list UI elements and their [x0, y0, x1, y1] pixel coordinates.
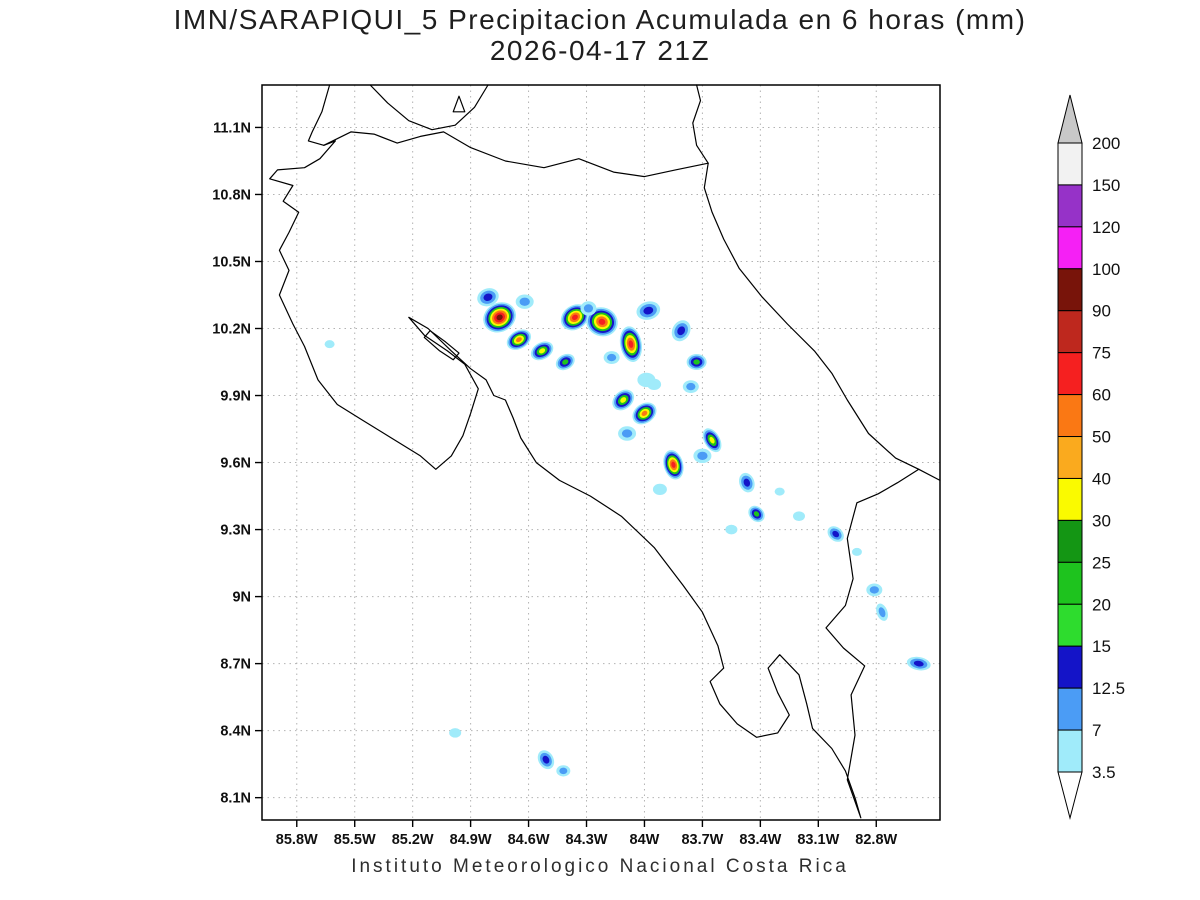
svg-text:30: 30 [1092, 511, 1111, 530]
svg-text:10.5N: 10.5N [212, 254, 251, 270]
figure-title-line2: 2026-04-17 21Z [489, 35, 711, 67]
credit-text: Instituto Meteorologico Nacional Costa R… [351, 856, 849, 877]
svg-text:83.4W: 83.4W [739, 832, 781, 848]
svg-text:90: 90 [1092, 302, 1111, 321]
svg-text:85.5W: 85.5W [334, 832, 376, 848]
precipitation-cells [324, 288, 931, 777]
plot-frame [261, 84, 941, 821]
svg-text:60: 60 [1092, 386, 1111, 405]
svg-text:85.2W: 85.2W [392, 832, 434, 848]
svg-text:9.9N: 9.9N [220, 389, 251, 405]
svg-text:40: 40 [1092, 469, 1111, 488]
svg-text:120: 120 [1092, 218, 1120, 237]
svg-text:84.6W: 84.6W [508, 832, 550, 848]
svg-text:9.6N: 9.6N [220, 456, 251, 472]
svg-text:8.7N: 8.7N [220, 657, 251, 673]
costa-rica-coastline [269, 84, 941, 819]
svg-text:3.5: 3.5 [1092, 763, 1116, 782]
svg-text:82.8W: 82.8W [855, 832, 897, 848]
svg-text:10.2N: 10.2N [212, 322, 251, 338]
svg-text:11.1N: 11.1N [213, 120, 251, 136]
svg-text:50: 50 [1092, 428, 1111, 447]
grid-lines [262, 85, 940, 820]
svg-text:20: 20 [1092, 595, 1111, 614]
svg-text:84W: 84W [630, 832, 660, 848]
svg-text:15: 15 [1092, 637, 1111, 656]
svg-text:8.4N: 8.4N [220, 724, 251, 740]
svg-text:200: 200 [1092, 134, 1120, 153]
figure-title-line1: IMN/SARAPIQUI_5 Precipitacion Acumulada … [173, 4, 1027, 35]
colorbar-legend: 200 150 120 100 90 75 60 50 40 30 25 20 15 12.5 7 3.5 [1057, 94, 1125, 820]
svg-text:83.1W: 83.1W [797, 832, 839, 848]
axis-ticks-and-labels: 11.1N 10.8N 10.5N 10.2N 9.9N 9.6N 9.3N 9N 8.7N 8.… [212, 120, 897, 848]
svg-text:84.3W: 84.3W [566, 832, 608, 848]
svg-text:7: 7 [1092, 721, 1101, 740]
svg-text:100: 100 [1092, 260, 1120, 279]
svg-text:150: 150 [1092, 176, 1120, 195]
svg-text:8.1N: 8.1N [220, 791, 251, 807]
svg-text:10.8N: 10.8N [212, 187, 251, 203]
svg-text:85.8W: 85.8W [276, 832, 318, 848]
svg-text:9N: 9N [232, 590, 251, 606]
svg-text:12.5: 12.5 [1092, 679, 1125, 698]
svg-text:75: 75 [1092, 344, 1111, 363]
svg-text:9.3N: 9.3N [220, 523, 251, 539]
figure-title: IMN/SARAPIQUI_5 Precipitacion Acumulada … [0, 4, 1200, 67]
svg-text:25: 25 [1092, 553, 1111, 572]
svg-text:84.9W: 84.9W [450, 832, 492, 848]
svg-text:83.7W: 83.7W [681, 832, 723, 848]
